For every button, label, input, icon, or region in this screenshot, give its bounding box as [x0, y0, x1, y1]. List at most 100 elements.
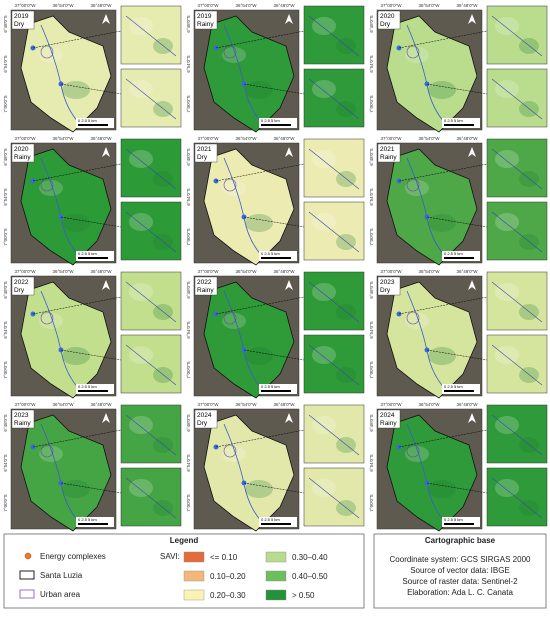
savi-label: > 0.50	[292, 591, 315, 600]
inset	[303, 271, 365, 331]
x-coord: 36°48'0"W	[273, 136, 295, 141]
leader	[60, 349, 122, 361]
legend-boundary: Santa Luzia	[40, 571, 83, 580]
inset-patch	[336, 500, 356, 516]
inset-patch	[312, 80, 336, 98]
patch	[405, 47, 429, 63]
x-coord: 36°54'0"W	[418, 136, 440, 141]
inset	[303, 467, 365, 527]
y-coord: 7°00'0"S	[3, 95, 8, 112]
scale-bar	[78, 390, 108, 392]
savi-swatch	[265, 551, 287, 563]
patch	[222, 446, 246, 462]
scale-bg	[259, 118, 297, 128]
inset-patch	[495, 283, 519, 301]
panel-season: Rainy	[14, 420, 31, 427]
inset-boundary	[491, 15, 543, 57]
savi-label: 0.40–0.50	[292, 572, 328, 581]
leader	[426, 482, 488, 494]
x-coord: 36°48'0"W	[90, 269, 112, 274]
inset-boundary	[491, 281, 543, 323]
patch	[222, 313, 246, 329]
inset-patch	[129, 283, 153, 301]
leader	[426, 216, 488, 228]
scale-bar	[444, 390, 474, 392]
inset	[486, 334, 548, 394]
inset-boundary	[491, 344, 543, 386]
inset	[303, 68, 365, 128]
inset-patch	[153, 101, 173, 117]
scale-label: 0 2.5 5 km	[444, 251, 463, 256]
carto-box	[373, 533, 547, 609]
y-coord: 7°00'0"S	[186, 494, 191, 511]
map	[386, 281, 478, 399]
north-arrow	[102, 14, 110, 24]
x-coord: 36°54'0"W	[235, 136, 257, 141]
inset	[120, 467, 182, 527]
patch	[39, 47, 63, 63]
inset-patch	[129, 17, 153, 35]
urban-area	[406, 178, 420, 192]
inset	[120, 201, 182, 261]
y-coord: 7°00'0"S	[369, 494, 374, 511]
scale-label: 0 2.5 5 km	[261, 384, 280, 389]
x-coord: 36°48'0"W	[456, 136, 478, 141]
inset	[486, 404, 548, 464]
panel-year: 2019	[197, 13, 212, 20]
y-coord: 6°48'0"S	[369, 414, 374, 431]
north-arrow	[102, 280, 110, 290]
scale-label: 0 2.5 5 km	[444, 118, 463, 123]
inset-boundary	[125, 148, 177, 190]
panel-label-box	[194, 276, 218, 296]
inset-patch	[519, 500, 539, 516]
y-coord: 7°00'0"S	[186, 95, 191, 112]
panel-label-box	[377, 409, 401, 429]
boundary-icon	[19, 570, 35, 580]
x-coord: 37°00'0"W	[380, 136, 402, 141]
inset-boundary	[308, 15, 360, 57]
scale-label: 0 2.5 5 km	[261, 251, 280, 256]
y-coord: 6°54'0"S	[369, 55, 374, 72]
patch	[405, 446, 429, 462]
map	[203, 281, 295, 399]
panel-season: Dry	[197, 420, 208, 427]
panel-season: Dry	[380, 21, 391, 28]
inset-patch	[336, 38, 356, 54]
x-coord: 36°54'0"W	[52, 402, 74, 407]
patch	[428, 214, 456, 232]
scale-bg	[442, 517, 480, 527]
y-coord: 7°00'0"S	[186, 361, 191, 378]
municipality	[203, 148, 295, 266]
leader	[60, 216, 122, 228]
urban-area	[40, 178, 54, 192]
scale-label: 0 2.5 5 km	[261, 118, 280, 123]
map	[20, 148, 112, 266]
x-coord: 36°54'0"W	[52, 269, 74, 274]
map	[386, 148, 478, 266]
x-coord: 36°48'0"W	[90, 136, 112, 141]
municipality	[20, 414, 112, 532]
leader	[243, 482, 305, 494]
scale-bar	[261, 257, 291, 259]
x-coord: 36°54'0"W	[418, 269, 440, 274]
scale-label: 0 2.5 5 km	[261, 517, 280, 522]
inset-patch	[336, 101, 356, 117]
x-coord: 36°54'0"W	[52, 3, 74, 8]
panel-year: 2024	[197, 412, 212, 419]
scale-bar	[261, 523, 291, 525]
inset	[120, 138, 182, 198]
municipality	[20, 148, 112, 266]
municipality	[386, 148, 478, 266]
y-coord: 6°48'0"S	[3, 414, 8, 431]
urban-area	[223, 311, 237, 325]
panel-year: 2019	[14, 13, 29, 20]
inset-patch	[495, 346, 519, 364]
inset-boundary	[125, 15, 177, 57]
panel-label-box	[194, 10, 218, 30]
leader	[243, 216, 305, 228]
inset	[486, 5, 548, 65]
inset-patch	[336, 304, 356, 320]
inset-boundary	[125, 281, 177, 323]
urban-area	[406, 311, 420, 325]
inset-patch	[312, 283, 336, 301]
